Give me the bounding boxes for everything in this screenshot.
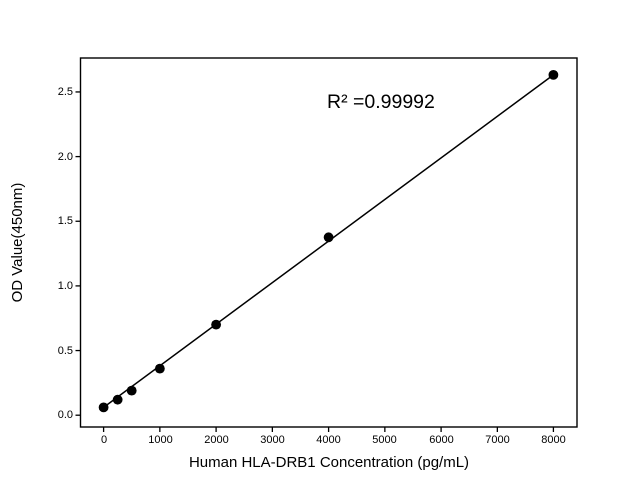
svg-text:OD Value(450nm): OD Value(450nm) (9, 183, 26, 303)
